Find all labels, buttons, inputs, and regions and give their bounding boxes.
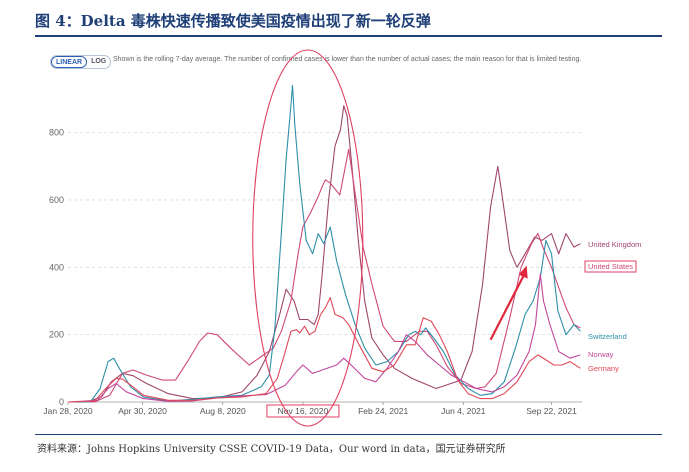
trend-arrow-shaft xyxy=(489,273,526,341)
x-tick-label: Jun 4, 2021 xyxy=(441,406,486,416)
x-tick-label: Aug 8, 2020 xyxy=(200,406,246,416)
chart-note: Shown is the rolling 7-day average. The … xyxy=(113,56,582,63)
series-line-germany xyxy=(67,297,581,403)
x-tick-label: Feb 24, 2021 xyxy=(358,406,408,416)
x-tick-label: Apr 30, 2020 xyxy=(118,406,167,416)
log-toggle-button[interactable]: LOG xyxy=(91,58,107,65)
title-rule xyxy=(35,35,662,37)
highlight-tick-box xyxy=(266,404,340,418)
y-tick-label: 0 xyxy=(59,397,64,407)
series-line-united-states xyxy=(68,148,581,403)
series-label-norway: Norway xyxy=(588,350,614,359)
source-rule xyxy=(35,434,662,435)
x-tick-label: Nov 16, 2020 xyxy=(278,406,329,416)
series-label-switzerland: Switzerland xyxy=(588,332,627,341)
series-label-germany: Germany xyxy=(588,364,619,373)
x-tick-label: Jan 28, 2020 xyxy=(43,406,92,416)
y-tick-label: 600 xyxy=(49,195,64,205)
series-label-united-kingdom: United Kingdom xyxy=(588,240,641,249)
x-tick-label: Sep 22, 2021 xyxy=(526,406,577,416)
series-label-united-states: United States xyxy=(588,262,633,271)
y-tick-label: 400 xyxy=(49,262,64,272)
linear-toggle-button[interactable]: LINEAR xyxy=(51,56,88,68)
scale-toggle[interactable]: LINEAR LOG xyxy=(50,55,112,69)
figure-title: 图 4：Delta 毒株快速传播致使美国疫情出现了新一轮反弹 xyxy=(35,12,431,30)
figure-source: 资料来源：Johns Hopkins University CSSE COVID… xyxy=(37,444,506,455)
series-line-norway xyxy=(67,273,581,403)
cases-line-chart: 0 200 400 600 800 Jan 28, 2020 Apr 30, 2020 Aug… xyxy=(43,49,641,427)
series-line-united-kingdom xyxy=(68,105,581,403)
highlight-ellipse xyxy=(252,49,364,427)
y-tick-label: 800 xyxy=(49,128,64,138)
series-line-switzerland xyxy=(68,84,581,403)
y-tick-label: 200 xyxy=(49,330,64,340)
trend-arrow-head xyxy=(518,265,528,279)
highlight-label-box xyxy=(584,260,637,273)
